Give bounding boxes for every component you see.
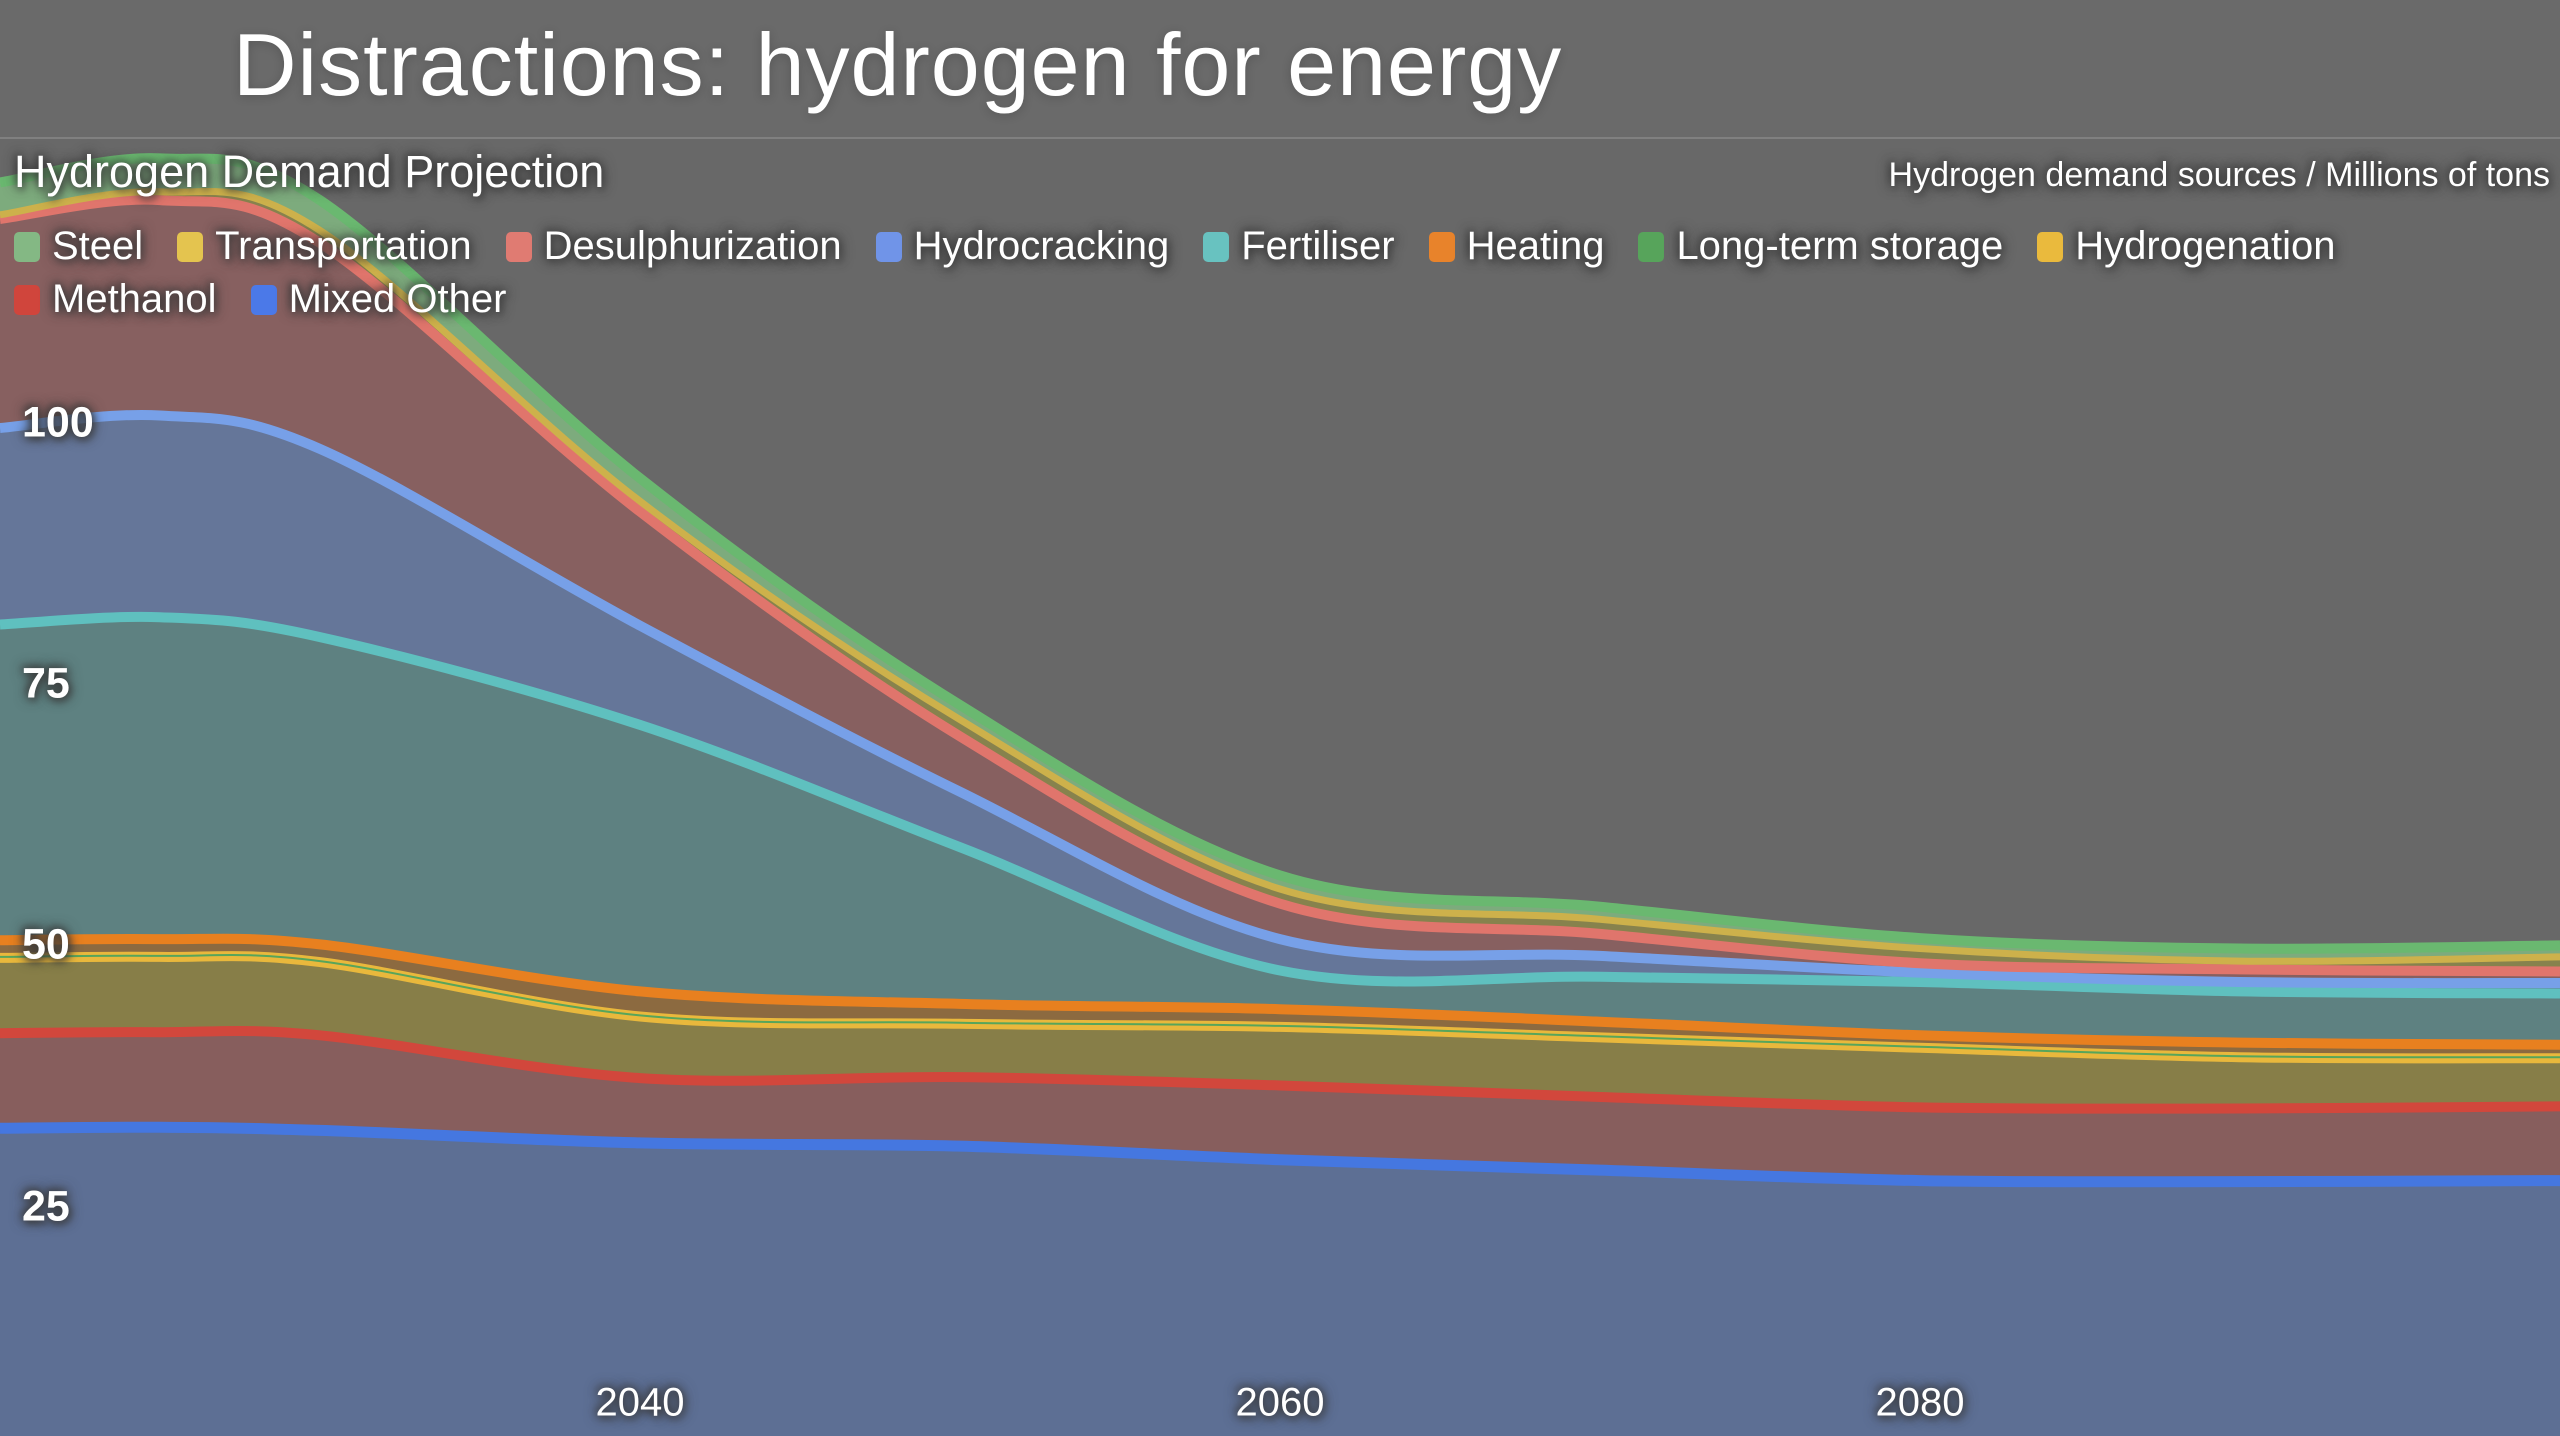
line-desulphurization xyxy=(0,194,2560,977)
legend-label: Methanol xyxy=(52,277,217,321)
legend-swatch-hydrocracking xyxy=(875,231,902,262)
x-tick-label-2060: 2060 xyxy=(1235,1380,1325,1425)
legend-swatch-hydrogenation xyxy=(2037,231,2064,262)
legend-label: Hydrocracking xyxy=(913,224,1170,268)
x-tick-label-2080: 2080 xyxy=(1875,1380,1965,1425)
legend-label: Fertiliser xyxy=(1241,224,1395,268)
area-desulphurization xyxy=(0,199,2560,984)
line-fertiliser xyxy=(0,611,2560,999)
legend-swatch-transportation xyxy=(177,231,204,262)
legend-label: Hydrogenation xyxy=(2075,224,2336,268)
legend-swatch-desulphurization xyxy=(505,231,532,262)
line-steel xyxy=(0,153,2560,954)
area-methanol xyxy=(0,1030,2560,1182)
y-tick-label-100: 100 xyxy=(22,398,94,447)
legend-item-desulphurization: Desulphurization xyxy=(505,224,842,269)
legend-label: Desulphurization xyxy=(543,224,842,268)
legend-swatch-fertiliser xyxy=(1203,231,1230,262)
area-fertiliser xyxy=(0,616,2560,1045)
legend-item-transportation: Transportation xyxy=(177,224,472,269)
area-hydrocracking xyxy=(0,414,2560,994)
legend-swatch-long-term-storage xyxy=(1638,231,1665,262)
line-hydrocracking xyxy=(0,409,2560,989)
line-methanol xyxy=(0,1025,2560,1114)
legend-item-hydrocracking: Hydrocracking xyxy=(875,224,1170,269)
legend-label: Transportation xyxy=(215,224,472,268)
area-mixed-other xyxy=(0,1127,2560,1436)
legend-row: Steel Transportation Desulphurization Hydro… xyxy=(14,224,2335,269)
legend-swatch-methanol xyxy=(14,284,40,315)
legend-row: Methanol Mixed Other xyxy=(14,277,2335,322)
line-heating xyxy=(0,933,2560,1050)
legend-label: Heating xyxy=(1466,224,1605,268)
legend-item-fertiliser: Fertiliser xyxy=(1203,224,1395,269)
y-tick-label-75: 75 xyxy=(22,659,70,708)
legend: Steel Transportation Desulphurization Hydro… xyxy=(14,224,2335,322)
line-transportation xyxy=(0,188,2560,965)
legend-item-hydrogenation: Hydrogenation xyxy=(2037,224,2335,269)
legend-label: Long-term storage xyxy=(1676,224,2004,268)
line-mixed-other xyxy=(0,1121,2560,1188)
legend-label: Mixed Other xyxy=(288,277,507,321)
y-tick-label-50: 50 xyxy=(22,920,70,969)
line-long-term-storage xyxy=(0,953,2560,1059)
legend-swatch-mixed-other xyxy=(250,284,277,315)
slide-title: Distractions: hydrogen for energy xyxy=(233,15,1563,114)
y-tick-label-25: 25 xyxy=(22,1182,70,1231)
slide-header: Distractions: hydrogen for energy xyxy=(0,0,2560,139)
area-hydrogenation xyxy=(0,956,2560,1109)
legend-item-heating: Heating xyxy=(1428,224,1605,269)
legend-item-methanol: Methanol xyxy=(14,277,217,322)
axis-unit-label: Hydrogen demand sources / Millions of to… xyxy=(1888,156,2550,194)
x-tick-label-2040: 2040 xyxy=(595,1380,685,1425)
legend-item-mixed-other: Mixed Other xyxy=(250,277,507,322)
legend-swatch-steel xyxy=(14,231,40,262)
legend-swatch-heating xyxy=(1428,231,1455,262)
legend-label: Steel xyxy=(52,224,144,268)
chart-title: Hydrogen Demand Projection xyxy=(14,146,605,197)
legend-item-steel: Steel xyxy=(14,224,143,269)
legend-item-long-term-storage: Long-term storage xyxy=(1638,224,2003,269)
